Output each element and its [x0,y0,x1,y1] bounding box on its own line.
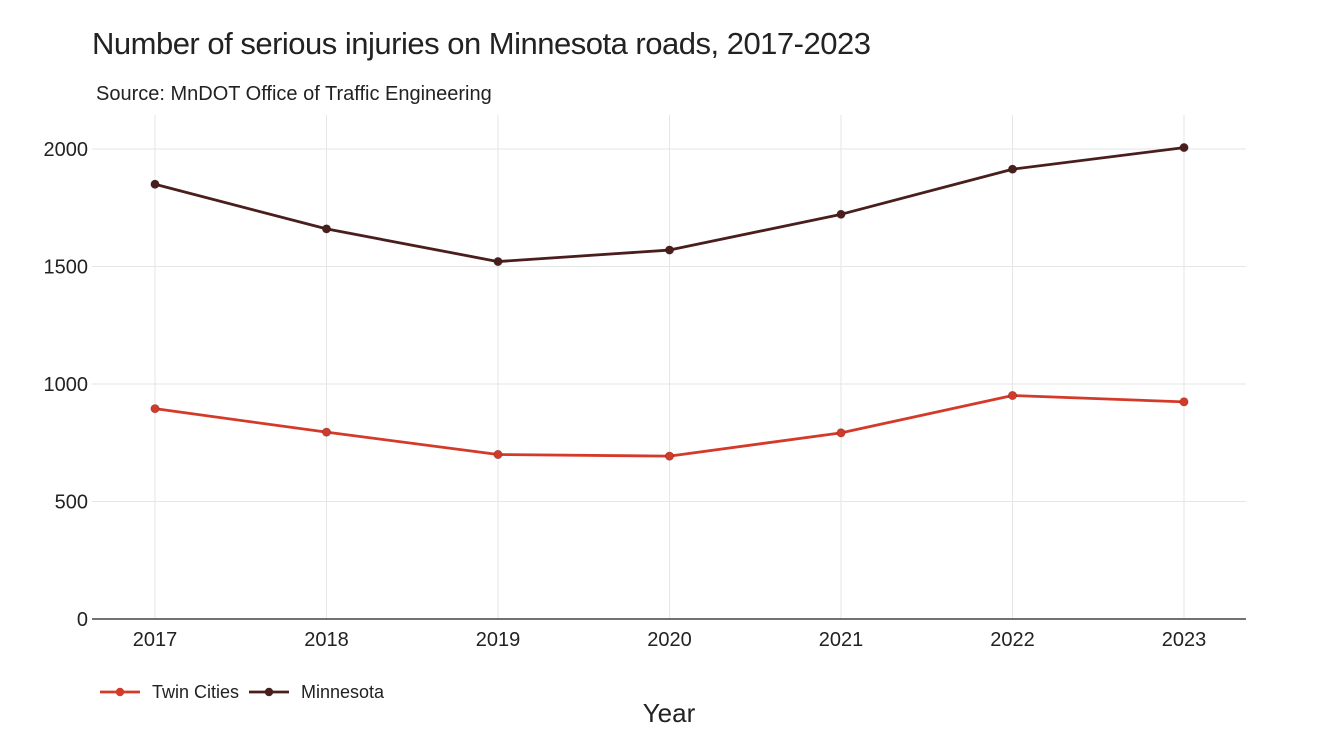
data-point-twin-cities [1179,397,1189,407]
x-tick-label: 2021 [819,629,864,651]
y-tick-label: 2000 [44,139,89,161]
legend-marker [115,687,125,697]
x-axis-title: Year [643,698,696,728]
x-tick-label: 2018 [304,629,349,651]
legend-item-twin-cities[interactable]: Twin Cities [100,682,239,702]
x-tick-label: 2022 [990,629,1035,651]
data-point-twin-cities [664,451,675,461]
data-point-twin-cities [150,404,160,414]
x-tick-label: 2020 [647,629,692,651]
data-point-minnesota [493,256,503,267]
series-lines [150,142,1189,461]
y-tick-label: 0 [77,609,88,631]
x-tick-label: 2023 [1162,629,1207,651]
legend-marker [264,687,274,697]
data-point-twin-cities [493,449,503,460]
data-point-twin-cities [1007,390,1018,401]
legend-item-minnesota[interactable]: Minnesota [249,682,385,702]
chart-title: Number of serious injuries on Minnesota … [92,26,871,61]
data-point-twin-cities [321,427,332,437]
x-tick-label: 2019 [476,629,521,651]
data-point-minnesota [150,179,160,189]
data-point-minnesota [1007,164,1018,174]
y-tick-label: 1000 [44,374,89,396]
y-tick-label: 1500 [44,257,89,279]
data-point-minnesota [836,209,846,219]
data-point-twin-cities [836,428,846,438]
legend-label: Twin Cities [152,682,239,702]
x-tick-label: 2017 [133,629,178,651]
data-point-minnesota [664,245,675,255]
data-point-minnesota [1179,142,1189,153]
legend-label: Minnesota [301,682,385,702]
gridlines [92,115,1246,619]
data-point-minnesota [321,224,332,234]
legend: Twin Cities Minnesota [100,682,385,702]
chart-subtitle: Source: MnDOT Office of Traffic Engineer… [96,83,492,105]
y-tick-label: 500 [55,492,88,514]
axes: 0 500 1000 1500 2000 2017 2018 2019 2020 2021 2022… [44,139,1246,651]
